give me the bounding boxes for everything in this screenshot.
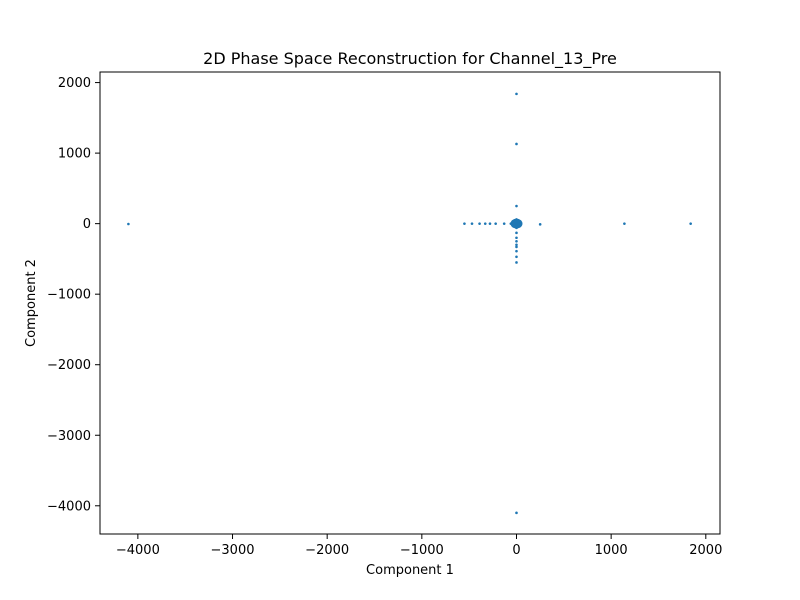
y-tick-label: −1000 <box>47 288 91 303</box>
y-axis-label: Component 2 <box>24 259 39 347</box>
data-point <box>515 204 518 208</box>
x-tick-label: −4000 <box>116 543 160 558</box>
y-tick-label: 2000 <box>58 76 91 91</box>
x-tick-label: 2000 <box>689 543 722 558</box>
x-axis: −4000 −3000 −2000 −1000 0 1000 2000 <box>116 534 722 558</box>
plot-area <box>99 71 721 535</box>
data-point <box>689 222 692 225</box>
data-point <box>483 222 487 225</box>
data-point <box>515 249 518 253</box>
data-point-cluster <box>510 218 523 229</box>
y-tick-label: −3000 <box>47 429 91 444</box>
data-point <box>463 222 466 225</box>
data-point <box>515 245 518 249</box>
chart-title: 2D Phase Space Reconstruction for Channe… <box>203 49 617 69</box>
data-point <box>515 261 518 264</box>
data-point <box>515 255 518 259</box>
y-tick-label: −4000 <box>47 499 91 514</box>
x-axis-label: Component 1 <box>366 563 454 578</box>
data-point <box>502 222 506 225</box>
data-point <box>623 222 626 225</box>
data-point <box>515 236 518 240</box>
data-point <box>538 223 542 226</box>
data-point <box>515 231 518 235</box>
data-point <box>515 92 518 96</box>
x-tick-label: −3000 <box>211 543 255 558</box>
data-points <box>127 92 692 515</box>
data-point <box>488 222 492 225</box>
x-tick-label: −2000 <box>305 543 349 558</box>
x-tick-label: −1000 <box>400 543 444 558</box>
data-point <box>515 243 518 247</box>
data-point <box>515 142 518 146</box>
y-tick-label: −2000 <box>47 358 91 373</box>
y-axis: −4000 −3000 −2000 −1000 0 1000 2000 <box>47 76 100 514</box>
y-tick-label: 1000 <box>58 147 91 162</box>
data-point <box>515 239 518 243</box>
x-tick-label: 1000 <box>595 543 628 558</box>
data-point <box>470 222 474 225</box>
x-tick-label: 0 <box>512 543 520 558</box>
data-point <box>494 222 497 225</box>
data-point <box>478 222 481 225</box>
data-point <box>515 511 518 515</box>
data-point <box>127 222 130 226</box>
y-tick-label: 0 <box>83 217 91 232</box>
